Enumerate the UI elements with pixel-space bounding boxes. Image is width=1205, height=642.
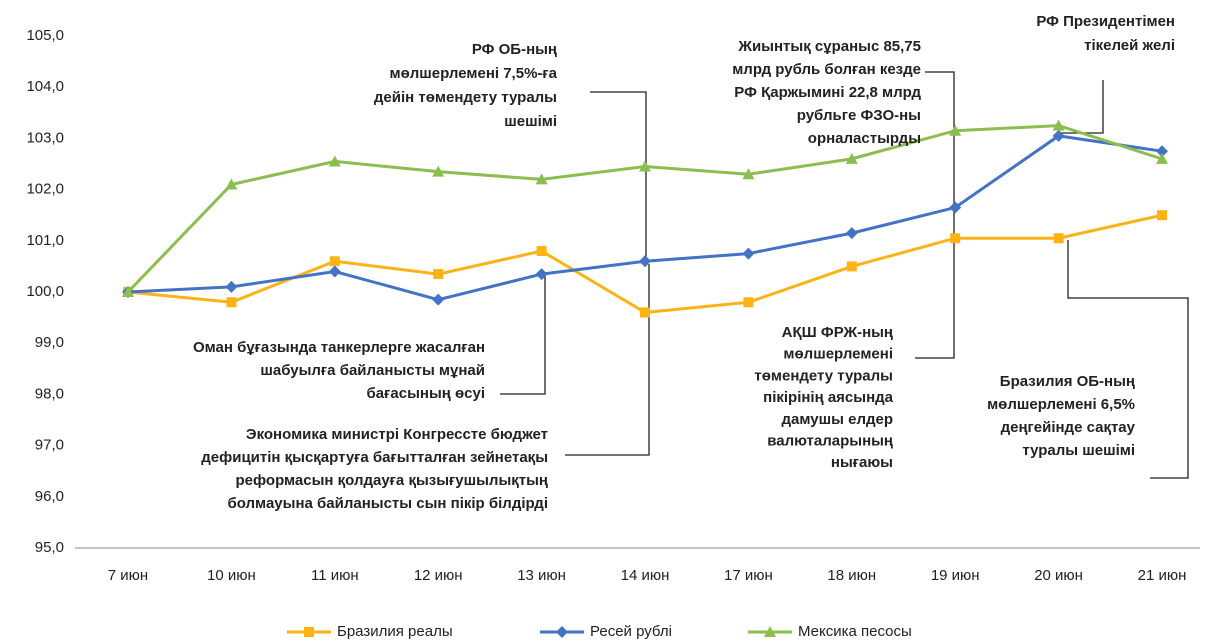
annotation: дамушы елдер (782, 411, 893, 428)
marker (535, 268, 548, 281)
x-tick-label: 21 июн (1138, 567, 1187, 584)
annotation: млрд рубль болған кезде (732, 61, 921, 78)
annotation: рубльге ФЗО-ны (797, 107, 921, 124)
annotation: РФ Президентімен (1036, 13, 1175, 30)
marker (949, 201, 962, 214)
annotation: РФ ОБ-ның (472, 41, 557, 58)
marker (329, 256, 340, 267)
annotation: болмауына байланысты сын пікір білдірді (227, 495, 548, 512)
marker (845, 227, 858, 240)
marker (845, 152, 858, 164)
annotation: шабуылға байланысты мұнай (260, 362, 485, 379)
annotation: дефицитін қысқартуға бағытталған зейнета… (201, 449, 548, 466)
y-tick-label: 95,0 (35, 539, 64, 556)
marker (226, 297, 237, 308)
legend-marker (556, 626, 568, 638)
annotation: АҚШ ФРЖ-ның (782, 324, 893, 341)
x-tick-label: 20 июн (1034, 567, 1083, 584)
x-tick-label: 19 июн (931, 567, 980, 584)
x-tick-label: 18 июн (827, 567, 876, 584)
marker (640, 307, 650, 318)
marker (535, 173, 548, 185)
connectors (500, 71, 1189, 479)
annotation: тікелей желі (1084, 37, 1175, 54)
y-tick-label: 104,0 (26, 78, 64, 95)
y-tick-label: 105,0 (26, 27, 64, 44)
marker (1052, 119, 1065, 131)
annotation: туралы шешімі (1022, 442, 1135, 459)
annotation: валюталарының (767, 432, 893, 449)
marker (743, 297, 754, 308)
marker (122, 286, 134, 297)
legend-marker (764, 626, 776, 637)
marker (328, 265, 341, 278)
connector (1060, 80, 1104, 134)
marker (433, 269, 444, 280)
annotation: Оман бұғазында танкерлерге жасалған (193, 339, 485, 356)
x-tick-label: 10 июн (207, 567, 256, 584)
marker (536, 246, 547, 257)
x-tick-label: 14 июн (621, 567, 670, 584)
y-tick-label: 103,0 (26, 129, 64, 146)
annotation: Бразилия ОБ-ның (1000, 373, 1135, 390)
connector (915, 71, 955, 359)
annotation: орналастырды (808, 130, 921, 147)
marker (432, 165, 445, 177)
connector (590, 91, 647, 262)
connector (1067, 240, 1189, 479)
series-line (127, 134, 1163, 302)
x-tick-label: 7 июн (108, 567, 148, 584)
y-tick-label: 96,0 (35, 488, 64, 505)
legend-label: Бразилия реалы (337, 623, 453, 640)
marker (225, 178, 238, 190)
connector (565, 264, 650, 456)
annotation: мөлшерлемені 7,5%-ға (389, 65, 557, 82)
marker (225, 280, 238, 293)
x-tick-label: 17 июн (724, 567, 773, 584)
annotation: деңгейінде сақтау (1001, 419, 1136, 436)
marker (1053, 233, 1064, 244)
marker (1157, 210, 1167, 221)
annotation: пікірінің аясында (763, 389, 894, 406)
y-tick-label: 98,0 (35, 385, 64, 402)
connector (500, 276, 546, 395)
x-tick-label: 11 июн (311, 567, 359, 584)
marker (639, 255, 651, 268)
y-tick-label: 102,0 (26, 181, 64, 198)
annotation: дейін төмендету туралы (374, 89, 557, 106)
marker (639, 160, 651, 172)
x-tick-label: 13 июн (517, 567, 566, 584)
annotation: шешімі (504, 113, 557, 130)
marker (950, 233, 961, 244)
annotation: РФ Қаржымині 22,8 млрд (734, 84, 921, 101)
y-tick-label: 100,0 (26, 283, 64, 300)
legend-marker (304, 627, 314, 637)
marker (846, 261, 857, 272)
marker (1156, 152, 1168, 164)
annotation: мөлшерлемені 6,5% (987, 396, 1135, 413)
annotation: бағасының өсуі (367, 385, 485, 402)
y-tick-label: 101,0 (26, 232, 64, 249)
legend-label: Ресей рублі (590, 623, 672, 640)
annotation: Жиынтық сұраныс 85,75 (737, 38, 921, 55)
annotation: төмендету туралы (754, 367, 893, 384)
annotation: мөлшерлемені (783, 346, 893, 363)
marker (1052, 129, 1065, 142)
marker (328, 155, 341, 167)
annotation: реформасын қолдауға қызығушылықтың (235, 472, 548, 489)
marker (742, 168, 755, 180)
x-tick-label: 12 июн (414, 567, 463, 584)
marker (949, 124, 962, 136)
marker (742, 247, 755, 260)
y-tick-label: 97,0 (35, 437, 64, 454)
legend-label: Мексика песосы (798, 623, 912, 640)
marker (432, 293, 445, 306)
annotation: Экономика министрі Конгрессте бюджет (246, 426, 548, 443)
marker (1156, 145, 1168, 158)
annotation: нығаюы (831, 454, 893, 471)
y-tick-label: 99,0 (35, 334, 64, 351)
